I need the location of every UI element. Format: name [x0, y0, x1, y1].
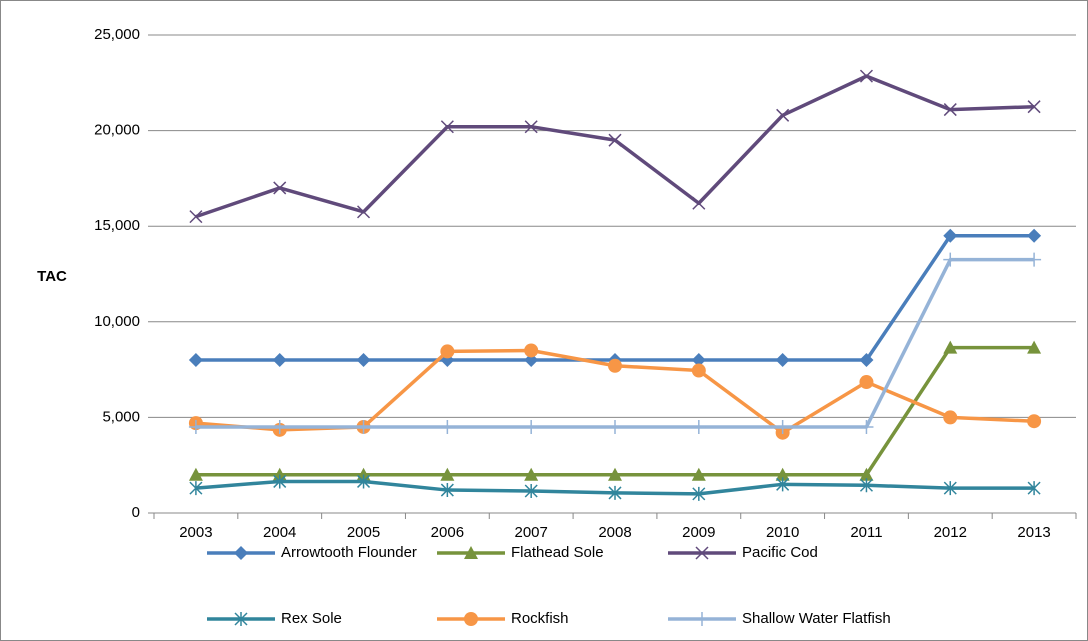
marker: [272, 353, 287, 368]
marker: [234, 546, 248, 560]
marker: [524, 484, 538, 499]
marker: [356, 419, 371, 434]
marker: [273, 181, 287, 195]
marker: [775, 353, 790, 368]
marker: [695, 612, 709, 626]
marker: [356, 353, 371, 368]
marker: [188, 353, 203, 368]
marker: [440, 467, 455, 481]
marker: [691, 353, 706, 368]
marker: [608, 467, 622, 481]
x-tick-label: 2009: [682, 524, 715, 541]
marker: [357, 205, 371, 219]
marker: [943, 410, 958, 425]
marker: [440, 120, 454, 134]
marker: [691, 363, 706, 378]
marker: [272, 419, 287, 434]
marker: [440, 419, 455, 434]
x-tick-label: 2013: [1017, 524, 1050, 541]
x-tick-label: 2004: [263, 524, 296, 541]
marker: [775, 467, 790, 481]
marker: [943, 103, 957, 117]
marker: [357, 474, 371, 489]
y-axis-label: TAC: [37, 268, 67, 285]
marker: [776, 108, 790, 122]
marker: [943, 252, 958, 267]
marker: [440, 483, 454, 498]
y-tick-label: 15,000: [94, 217, 140, 234]
marker: [691, 467, 706, 481]
y-tick-label: 10,000: [94, 313, 140, 330]
marker: [943, 340, 958, 354]
marker: [1027, 481, 1041, 496]
marker: [188, 467, 203, 481]
marker: [859, 419, 874, 434]
marker: [859, 69, 873, 83]
marker: [943, 481, 957, 496]
marker: [1027, 414, 1042, 429]
marker: [524, 120, 538, 134]
marker: [692, 196, 706, 210]
y-tick-label: 20,000: [94, 122, 140, 139]
marker: [859, 353, 874, 368]
marker: [1027, 100, 1041, 114]
marker: [859, 478, 873, 493]
marker: [189, 481, 203, 496]
marker: [1027, 340, 1042, 354]
marker: [608, 419, 622, 434]
marker: [608, 358, 622, 373]
y-tick-label: 0: [132, 504, 140, 521]
marker: [691, 419, 706, 434]
marker: [776, 477, 790, 492]
marker: [608, 133, 622, 147]
marker: [1027, 228, 1042, 243]
marker: [234, 612, 248, 626]
legend-label: Pacific Cod: [742, 544, 818, 561]
marker: [464, 546, 478, 559]
marker: [188, 419, 203, 434]
x-tick-label: 2010: [766, 524, 799, 541]
x-tick-label: 2011: [850, 524, 882, 541]
x-tick-label: 2008: [598, 524, 631, 541]
marker: [608, 485, 622, 500]
marker: [695, 546, 709, 560]
marker: [692, 486, 706, 501]
x-tick-label: 2003: [179, 524, 212, 541]
marker: [524, 419, 539, 434]
x-tick-label: 2005: [347, 524, 380, 541]
marker: [524, 343, 539, 358]
x-tick-label: 2007: [514, 524, 547, 541]
x-tick-label: 2006: [431, 524, 464, 541]
legend-label: Arrowtooth Flounder: [281, 544, 417, 561]
legend-label: Rex Sole: [281, 610, 342, 627]
x-tick-label: 2012: [934, 524, 967, 541]
marker: [859, 467, 874, 481]
marker: [440, 344, 455, 359]
marker: [189, 210, 203, 224]
y-tick-label: 5,000: [102, 408, 140, 425]
marker: [524, 467, 539, 481]
marker: [464, 612, 478, 626]
legend-label: Shallow Water Flatfish: [742, 610, 891, 627]
marker: [775, 419, 790, 434]
legend-label: Rockfish: [511, 610, 569, 627]
marker: [1027, 252, 1042, 267]
legend-label: Flathead Sole: [511, 544, 604, 561]
marker: [859, 375, 874, 390]
y-tick-label: 25,000: [94, 26, 140, 43]
marker: [943, 228, 958, 243]
marker: [273, 474, 287, 489]
